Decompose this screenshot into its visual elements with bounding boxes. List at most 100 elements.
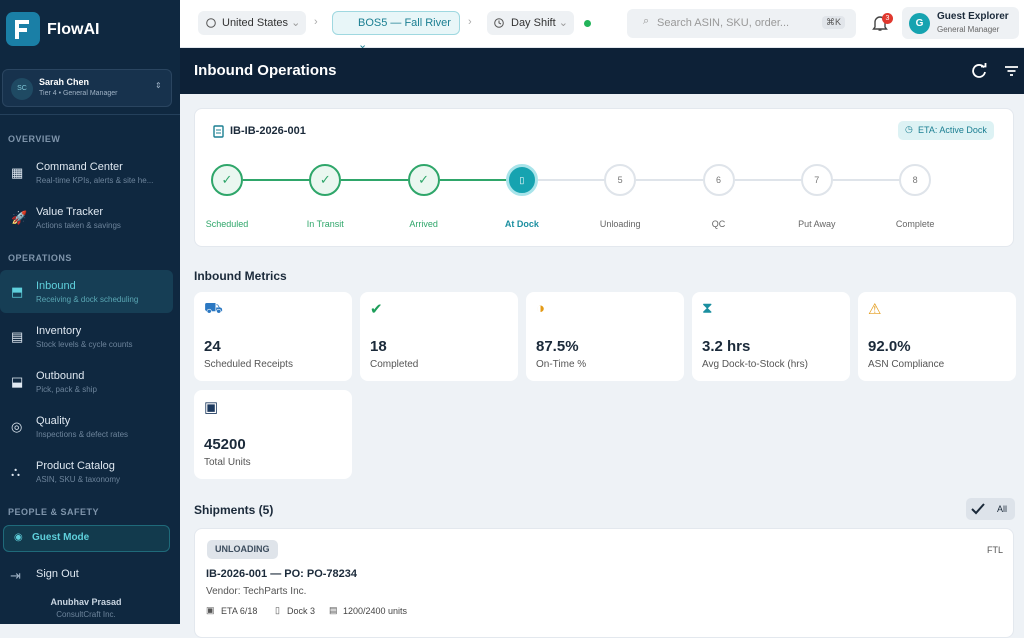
metric-card: ⚠ 92.0% ASN Compliance bbox=[858, 292, 1016, 381]
user-name: Sarah Chen bbox=[39, 77, 90, 87]
connector bbox=[734, 179, 802, 181]
mode: FTL bbox=[987, 545, 1004, 555]
check-icon bbox=[971, 503, 985, 515]
step-circle: 6 bbox=[702, 164, 735, 196]
connector bbox=[832, 179, 900, 181]
nav-item[interactable]: Product Catalog bbox=[36, 460, 115, 472]
metric-icon: ⧗ bbox=[702, 300, 713, 317]
status-badge: UNLOADING bbox=[207, 540, 278, 559]
clock-icon bbox=[494, 18, 504, 28]
eta-icon: ▣ bbox=[206, 605, 215, 615]
connector bbox=[636, 179, 704, 181]
nav-subtitle: Inspections & defect rates bbox=[36, 430, 129, 439]
connector bbox=[439, 179, 507, 181]
units-icon: ▤ bbox=[329, 605, 338, 615]
tracker-id: IB-IB-2026-001 bbox=[230, 125, 306, 137]
shift: Day Shift bbox=[511, 17, 556, 29]
nav-item[interactable]: Value Tracker bbox=[36, 206, 104, 218]
shipment-eta: ETA 6/18 bbox=[221, 606, 258, 616]
metric-value: 87.5% bbox=[536, 338, 579, 355]
user-role: Tier 4 • General Manager bbox=[39, 90, 118, 97]
metric-icon: ⚠ bbox=[868, 301, 882, 318]
metric-label: On-Time % bbox=[536, 359, 587, 370]
shipment-title: IB-2026-001 — PO: PO-78234 bbox=[206, 568, 358, 580]
status-dot bbox=[584, 20, 591, 27]
nav-icon: ⬓ bbox=[11, 374, 24, 389]
metric-value: 18 bbox=[370, 338, 387, 355]
metrics-title: Inbound Metrics bbox=[194, 269, 287, 283]
site-select[interactable]: BOS5 — Fall River ⌄ bbox=[332, 11, 460, 51]
nav-item[interactable]: Quality bbox=[36, 415, 71, 427]
metric-icon: ⛟ bbox=[204, 300, 223, 317]
metric-icon: ▣ bbox=[204, 399, 219, 416]
metric-value: 24 bbox=[204, 338, 221, 355]
dock-icon: ▯ bbox=[275, 605, 280, 615]
user-switcher[interactable]: SC Sarah Chen Tier 4 • General Manager ⇕ bbox=[2, 69, 172, 107]
section-label: PEOPLE & SAFETY bbox=[8, 507, 100, 517]
eta-badge: ETA: Active Dock bbox=[898, 121, 994, 140]
metric-label: Avg Dock-to-Stock (hrs) bbox=[702, 359, 808, 370]
connector bbox=[243, 179, 310, 181]
metric-card: ✔ 18 Completed bbox=[360, 292, 518, 381]
vendor: Vendor: TechParts Inc. bbox=[206, 586, 307, 597]
refresh-button[interactable] bbox=[972, 63, 987, 78]
nav-icon: ⬒ bbox=[11, 284, 24, 299]
nav-subtitle: Pick, pack & ship bbox=[36, 385, 97, 394]
brand: FlowAI bbox=[47, 21, 100, 38]
shipment-card[interactable]: UNLOADING FTL IB-2026-001 — PO: PO-78234… bbox=[194, 528, 1014, 638]
notification-badge: 3 bbox=[882, 13, 893, 24]
step-circle: 8 bbox=[899, 164, 932, 196]
connector bbox=[537, 179, 605, 181]
nav-item[interactable]: Guest Mode bbox=[32, 532, 90, 543]
metric-card: ⧗ 3.2 hrs Avg Dock-to-Stock (hrs) bbox=[692, 292, 850, 381]
shortcut: ⌘K bbox=[822, 16, 846, 29]
nav-icon: 🚀 bbox=[11, 210, 28, 225]
metric-icon: ✔ bbox=[370, 301, 383, 318]
metric-value: 3.2 hrs bbox=[702, 338, 751, 355]
step-label: Arrived bbox=[409, 219, 438, 229]
nav-item[interactable]: Command Center bbox=[36, 161, 123, 173]
nav-icon: ▦ bbox=[11, 165, 24, 180]
nav-icon: ▤ bbox=[11, 329, 24, 344]
filter-all[interactable]: All bbox=[966, 498, 1015, 520]
metric-card: ▣ 45200 Total Units bbox=[194, 390, 352, 479]
separator: › bbox=[314, 16, 318, 28]
search[interactable]: Search ASIN, SKU, order... bbox=[627, 9, 856, 38]
nav-icon: ◎ bbox=[11, 419, 23, 434]
step-label: Unloading bbox=[599, 219, 641, 229]
metric-card: ◑ 87.5% On-Time % bbox=[526, 292, 684, 381]
account-role: General Manager bbox=[937, 25, 1000, 34]
search-icon: ⌕ bbox=[643, 15, 650, 27]
separator: › bbox=[468, 16, 472, 28]
sign-out-icon: ⇥ bbox=[10, 568, 21, 583]
sign-out[interactable]: Sign Out bbox=[36, 568, 79, 580]
nav-item[interactable]: Inbound bbox=[36, 280, 76, 292]
shipment-dock: Dock 3 bbox=[287, 606, 316, 616]
step-label: In Transit bbox=[306, 219, 344, 229]
step-label: QC bbox=[711, 219, 726, 229]
metric-icon: ◑ bbox=[536, 300, 546, 317]
clock-icon: ◷ bbox=[905, 124, 913, 134]
region-select[interactable]: United States ⌄ bbox=[198, 11, 306, 35]
shift-select[interactable]: Day Shift ⌄ bbox=[487, 11, 574, 35]
nav-subtitle: Actions taken & savings bbox=[36, 221, 121, 230]
account-avatar: G bbox=[909, 13, 930, 34]
region: United States bbox=[222, 17, 289, 29]
sidebar: FlowAI SC Sarah Chen Tier 4 • General Ma… bbox=[0, 0, 180, 624]
step-circle: ▯ bbox=[505, 164, 538, 196]
metric-value: 92.0% bbox=[868, 338, 911, 355]
account-name: Guest Explorer bbox=[937, 11, 1009, 22]
step-circle: 5 bbox=[604, 164, 637, 196]
nav-item[interactable]: Inventory bbox=[36, 325, 82, 337]
metric-label: ASN Compliance bbox=[868, 359, 945, 370]
nav-icon: ⛬ bbox=[11, 464, 21, 479]
step-circle: ✓ bbox=[211, 164, 243, 196]
nav-item[interactable]: Outbound bbox=[36, 370, 85, 382]
metric-label: Completed bbox=[370, 359, 419, 370]
step-label: Put Away bbox=[798, 219, 836, 229]
metric-label: Total Units bbox=[204, 457, 251, 468]
logo bbox=[6, 12, 40, 46]
footer-company: ConsultCraft Inc. bbox=[56, 610, 116, 619]
filter-button[interactable] bbox=[1004, 65, 1019, 77]
